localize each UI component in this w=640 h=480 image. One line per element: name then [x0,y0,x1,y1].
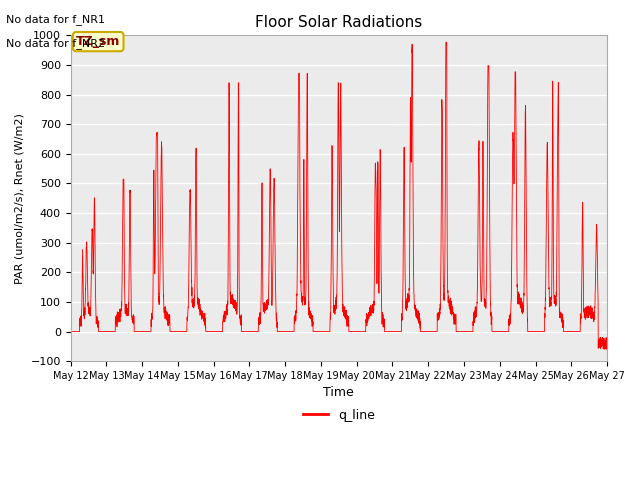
Text: TZ_sm: TZ_sm [76,35,120,48]
Text: No data for f_NR1: No data for f_NR1 [6,14,106,25]
Y-axis label: PAR (umol/m2/s), Rnet (W/m2): PAR (umol/m2/s), Rnet (W/m2) [15,113,25,284]
Title: Floor Solar Radiations: Floor Solar Radiations [255,15,422,30]
Text: No data for f_NR2: No data for f_NR2 [6,38,106,49]
X-axis label: Time: Time [323,386,354,399]
Legend: q_line: q_line [298,404,380,427]
